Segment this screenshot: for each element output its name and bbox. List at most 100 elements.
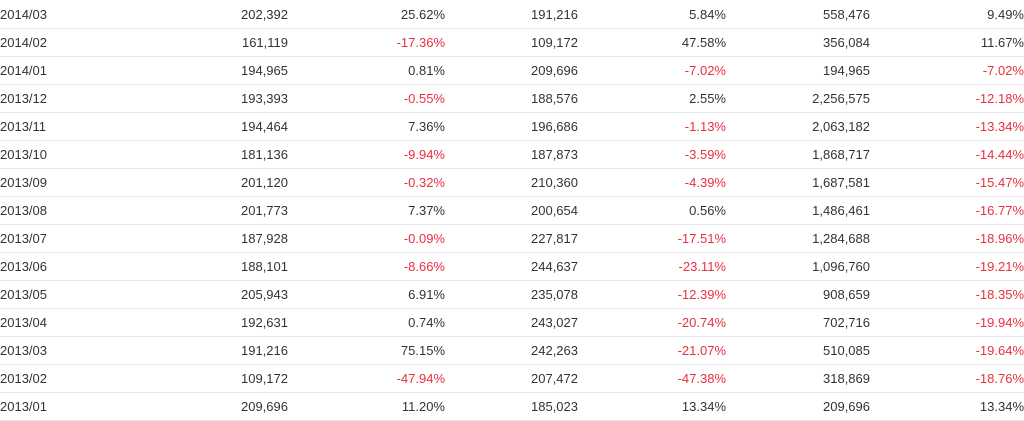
cell-month: 2013/09 (0, 168, 92, 197)
cell-value-b: 235,078 (445, 280, 578, 309)
cell-cumulative-change: -19.94% (870, 308, 1024, 337)
cell-value-b: 188,576 (445, 84, 578, 113)
cell-change-b: 13.34% (578, 392, 726, 421)
cell-value-a: 201,120 (92, 168, 288, 197)
cell-change-b: 5.84% (578, 0, 726, 29)
cell-month: 2013/12 (0, 84, 92, 113)
table-row: 2014/02 161,119 -17.36% 109,172 47.58% 356,08… (0, 28, 1024, 57)
cell-change-a: 6.91% (288, 280, 445, 309)
cell-value-a: 194,965 (92, 56, 288, 85)
cell-cumulative: 356,084 (726, 28, 870, 57)
table-row: 2013/09 201,120 -0.32% 210,360 -4.39% 1,687,5… (0, 168, 1024, 197)
cell-change-b: -12.39% (578, 280, 726, 309)
cell-cumulative: 1,096,760 (726, 252, 870, 281)
cell-change-b: -1.13% (578, 112, 726, 141)
cell-month: 2013/04 (0, 308, 92, 337)
cell-change-b: -17.51% (578, 224, 726, 253)
cell-change-a: 11.20% (288, 392, 445, 421)
cell-change-b: 0.56% (578, 196, 726, 225)
cell-value-b: 191,216 (445, 0, 578, 29)
cell-cumulative-change: -19.21% (870, 252, 1024, 281)
cell-value-a: 187,928 (92, 224, 288, 253)
cell-cumulative: 510,085 (726, 336, 870, 365)
cell-value-b: 185,023 (445, 392, 578, 421)
cell-change-a: 75.15% (288, 336, 445, 365)
cell-value-a: 191,216 (92, 336, 288, 365)
cell-cumulative-change: -14.44% (870, 140, 1024, 169)
cell-value-b: 207,472 (445, 364, 578, 393)
cell-cumulative: 318,869 (726, 364, 870, 393)
cell-month: 2013/08 (0, 196, 92, 225)
cell-cumulative: 558,476 (726, 0, 870, 29)
cell-value-b: 209,696 (445, 56, 578, 85)
cell-change-a: 7.37% (288, 196, 445, 225)
cell-value-b: 200,654 (445, 196, 578, 225)
cell-cumulative: 1,284,688 (726, 224, 870, 253)
table-row: 2013/05 205,943 6.91% 235,078 -12.39% 908,659… (0, 280, 1024, 309)
cell-month: 2013/01 (0, 392, 92, 421)
cell-value-a: 201,773 (92, 196, 288, 225)
table-row: 2013/10 181,136 -9.94% 187,873 -3.59% 1,868,7… (0, 140, 1024, 169)
cell-value-b: 244,637 (445, 252, 578, 281)
cell-change-b: -7.02% (578, 56, 726, 85)
cell-change-a: -0.32% (288, 168, 445, 197)
cell-cumulative-change: -19.64% (870, 336, 1024, 365)
cell-change-a: -8.66% (288, 252, 445, 281)
table-row: 2013/11 194,464 7.36% 196,686 -1.13% 2,063,18… (0, 112, 1024, 141)
cell-value-a: 192,631 (92, 308, 288, 337)
cell-cumulative-change: 11.67% (870, 28, 1024, 57)
cell-value-a: 202,392 (92, 0, 288, 29)
cell-cumulative: 2,256,575 (726, 84, 870, 113)
cell-value-a: 181,136 (92, 140, 288, 169)
cell-value-b: 109,172 (445, 28, 578, 57)
cell-value-a: 193,393 (92, 84, 288, 113)
cell-change-a: 7.36% (288, 112, 445, 141)
cell-cumulative-change: 9.49% (870, 0, 1024, 29)
cell-cumulative-change: -15.47% (870, 168, 1024, 197)
cell-month: 2013/06 (0, 252, 92, 281)
cell-change-a: -9.94% (288, 140, 445, 169)
cell-cumulative-change: -7.02% (870, 56, 1024, 85)
cell-change-a: 25.62% (288, 0, 445, 29)
cell-value-a: 109,172 (92, 364, 288, 393)
cell-change-b: 47.58% (578, 28, 726, 57)
cell-cumulative: 1,868,717 (726, 140, 870, 169)
cell-value-a: 205,943 (92, 280, 288, 309)
cell-change-b: 2.55% (578, 84, 726, 113)
cell-change-b: -20.74% (578, 308, 726, 337)
cell-month: 2013/07 (0, 224, 92, 253)
cell-cumulative: 702,716 (726, 308, 870, 337)
cell-change-a: -47.94% (288, 364, 445, 393)
cell-cumulative: 194,965 (726, 56, 870, 85)
cell-cumulative-change: -18.35% (870, 280, 1024, 309)
cell-change-a: -0.55% (288, 84, 445, 113)
cell-month: 2014/02 (0, 28, 92, 57)
table-row: 2013/04 192,631 0.74% 243,027 -20.74% 702,716… (0, 308, 1024, 337)
table-row: 2013/07 187,928 -0.09% 227,817 -17.51% 1,284,… (0, 224, 1024, 253)
cell-cumulative-change: -13.34% (870, 112, 1024, 141)
cell-cumulative: 1,486,461 (726, 196, 870, 225)
table-row: 2013/08 201,773 7.37% 200,654 0.56% 1,486,461… (0, 196, 1024, 225)
table-row: 2014/03 202,392 25.62% 191,216 5.84% 558,476 9… (0, 0, 1024, 29)
cell-month: 2013/02 (0, 364, 92, 393)
cell-value-a: 194,464 (92, 112, 288, 141)
cell-change-a: 0.74% (288, 308, 445, 337)
cell-cumulative: 209,696 (726, 392, 870, 421)
cell-cumulative-change: -12.18% (870, 84, 1024, 113)
cell-month: 2014/01 (0, 56, 92, 85)
cell-value-b: 243,027 (445, 308, 578, 337)
table-row: 2013/12 193,393 -0.55% 188,576 2.55% 2,256,57… (0, 84, 1024, 113)
cell-change-b: -21.07% (578, 336, 726, 365)
cell-change-a: 0.81% (288, 56, 445, 85)
cell-value-b: 210,360 (445, 168, 578, 197)
cell-value-b: 242,263 (445, 336, 578, 365)
cell-cumulative: 908,659 (726, 280, 870, 309)
cell-value-a: 209,696 (92, 392, 288, 421)
cell-change-b: -3.59% (578, 140, 726, 169)
cell-change-b: -23.11% (578, 252, 726, 281)
cell-value-a: 188,101 (92, 252, 288, 281)
cell-month: 2013/05 (0, 280, 92, 309)
cell-value-b: 196,686 (445, 112, 578, 141)
